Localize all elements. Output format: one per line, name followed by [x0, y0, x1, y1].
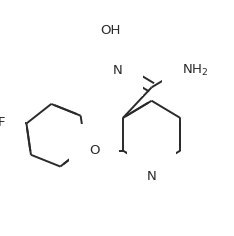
Text: O: O	[89, 144, 99, 157]
Text: N: N	[147, 170, 157, 183]
Text: OH: OH	[101, 24, 121, 37]
Text: NH$_2$: NH$_2$	[182, 63, 209, 78]
Text: F: F	[0, 116, 5, 129]
Text: N: N	[113, 63, 123, 77]
